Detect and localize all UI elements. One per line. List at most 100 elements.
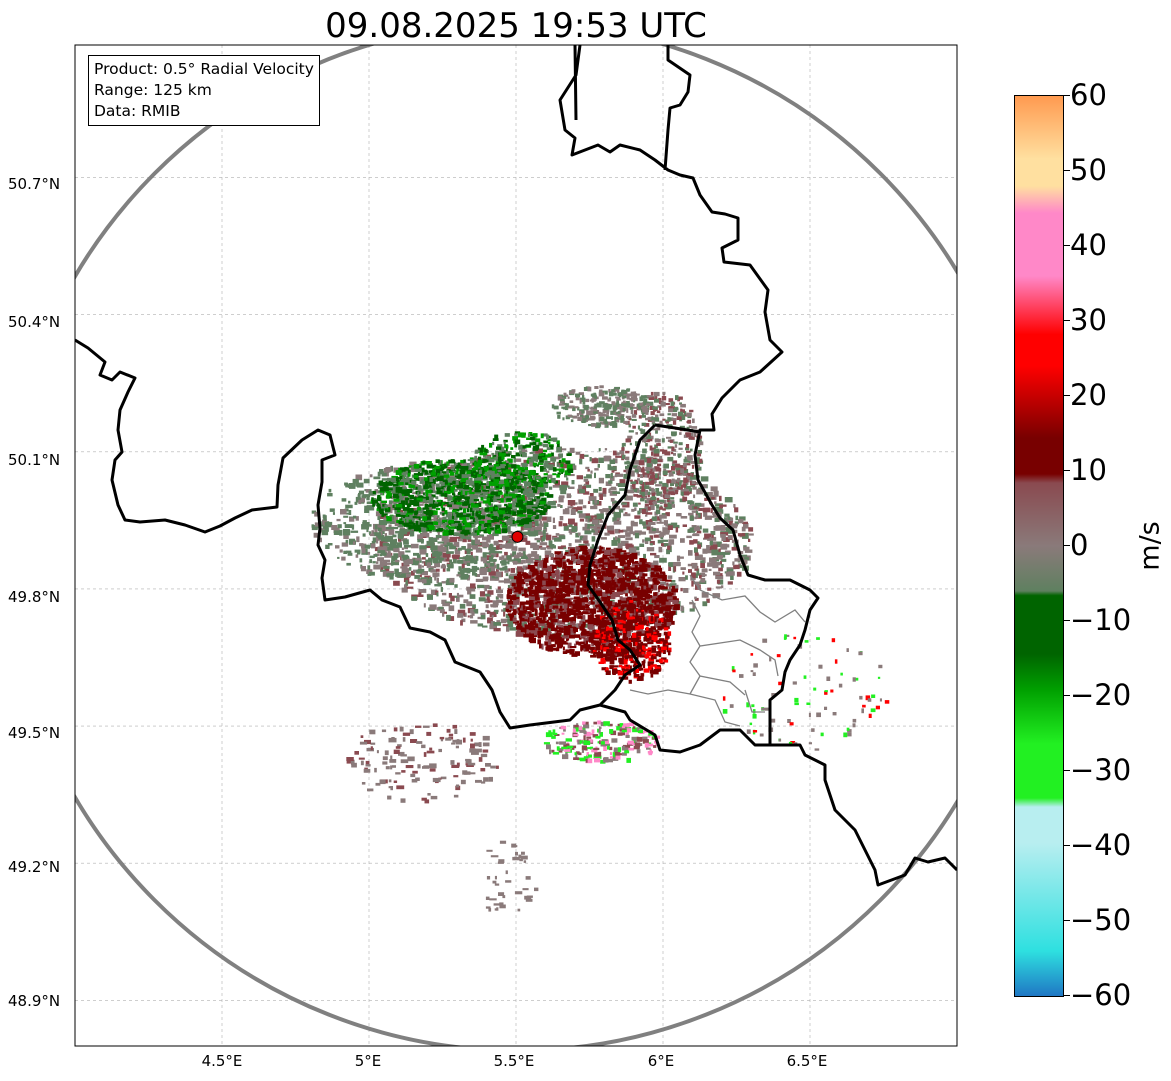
echo-pixel: [475, 574, 480, 577]
echo-pixel: [474, 491, 482, 495]
echo-pixel: [461, 474, 468, 479]
echo-pixel: [481, 485, 484, 490]
echo-pixel: [496, 488, 499, 492]
echo-pixel: [631, 595, 638, 598]
echo-pixel: [384, 552, 392, 558]
echo-pixel: [455, 475, 461, 479]
echo-pixel: [505, 445, 509, 449]
echo-pixel: [357, 551, 361, 554]
echo-pixel: [605, 568, 613, 574]
echo-pixel: [514, 593, 519, 596]
echo-pixel: [519, 481, 521, 484]
echo-pixel: [514, 623, 518, 626]
echo-pixel: [608, 621, 612, 624]
echo-pixel: [442, 542, 447, 547]
echo-pixel: [312, 525, 320, 529]
echo-pixel: [488, 466, 493, 472]
echo-pixel: [700, 578, 706, 583]
echo-pixel: [513, 586, 521, 590]
echo-pixel: [630, 521, 638, 527]
echo-pixel: [398, 544, 402, 548]
echo-pixel: [570, 572, 577, 578]
echo-pixel: [534, 473, 539, 476]
echo-pixel: [656, 521, 664, 524]
echo-pixel: [536, 582, 544, 587]
echo-pixel: [581, 632, 587, 638]
echo-pixel: [696, 525, 699, 529]
echo-pixel: [589, 526, 598, 529]
echo-pixel: [408, 524, 412, 530]
echo-pixel: [444, 501, 451, 505]
echo-pixel: [382, 546, 390, 552]
echo-pixel: [724, 550, 731, 555]
echo-pixel: [506, 521, 511, 525]
echo-pixel: [458, 523, 462, 528]
echo-pixel: [734, 521, 739, 525]
echo-pixel: [526, 460, 529, 464]
echo-pixel: [515, 494, 521, 498]
echo-pixel: [428, 515, 432, 520]
echo-pixel: [450, 467, 455, 471]
echo-pixel: [416, 497, 423, 501]
echo-pixel: [520, 516, 523, 520]
echo-pixel: [525, 566, 528, 570]
echo-pixel: [481, 483, 487, 486]
echo-pixel: [440, 544, 444, 549]
echo-pixel: [441, 581, 446, 584]
echo-pixel: [463, 508, 467, 514]
echo-pixel: [469, 457, 474, 460]
echo-pixel: [545, 605, 550, 609]
echo-pixel: [620, 582, 627, 586]
echo-pixel: [575, 575, 581, 581]
echo-pixel: [668, 591, 671, 595]
echo-pixel: [539, 595, 547, 598]
echo-pixel: [622, 569, 625, 574]
echo-pixel: [578, 513, 586, 518]
echo-pixel: [536, 538, 540, 543]
echo-pixel: [629, 531, 636, 535]
echo-pixel: [732, 561, 735, 566]
echo-pixel: [466, 508, 470, 513]
echo-pixel: [491, 615, 494, 618]
echo-pixel: [348, 510, 352, 515]
echo-pixel: [579, 592, 583, 598]
echo-pixel: [556, 644, 563, 649]
echo-pixel: [327, 543, 333, 546]
echo-pixel: [619, 488, 626, 491]
echo-pixel: [584, 515, 591, 519]
echo-pixel: [650, 572, 655, 578]
echo-pixel: [405, 513, 409, 517]
echo-pixel: [521, 475, 525, 480]
echo-pixel: [656, 618, 659, 623]
echo-pixel: [355, 554, 359, 558]
echo-pixel: [448, 616, 455, 621]
echo-pixel: [514, 520, 518, 524]
echo-pixel: [476, 530, 480, 536]
echo-pixel: [448, 531, 454, 536]
echo-pixel: [699, 525, 702, 530]
echo-pixel: [469, 594, 476, 599]
echo-pixel: [688, 550, 693, 556]
echo-pixel: [537, 487, 541, 490]
echo-pixel: [383, 513, 388, 516]
echo-pixel: [491, 554, 494, 559]
echo-pixel: [416, 520, 419, 526]
echo-pixel: [528, 487, 533, 492]
echo-pixel: [544, 550, 552, 556]
echo-pixel: [667, 545, 671, 550]
echo-pixel: [344, 508, 349, 512]
echo-pixel: [405, 580, 409, 586]
echo-pixel: [618, 554, 623, 559]
echo-pixel: [640, 597, 647, 601]
echo-pixel: [485, 510, 492, 514]
echo-pixel: [542, 529, 546, 535]
echo-pixel: [693, 494, 696, 499]
echo-pixel: [668, 539, 675, 545]
echo-pixel: [434, 584, 439, 587]
echo-pixel: [462, 567, 470, 573]
echo-pixel: [634, 622, 642, 626]
echo-pixel: [519, 450, 522, 455]
echo-pixel: [592, 581, 596, 586]
echo-pixel: [594, 500, 598, 504]
